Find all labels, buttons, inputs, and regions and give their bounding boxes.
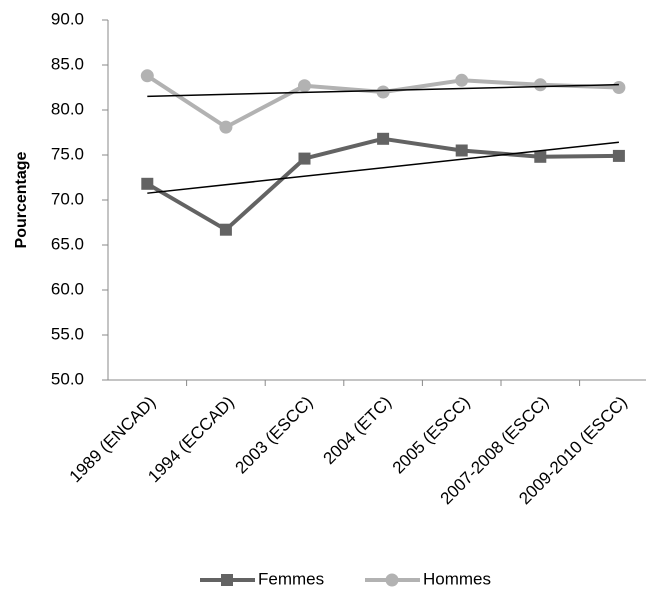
marker (612, 149, 625, 162)
trendline (147, 141, 619, 194)
legend-marker (385, 573, 399, 587)
marker (219, 120, 233, 134)
legend-label: Femmes (258, 569, 324, 588)
series-line (146, 136, 619, 232)
y-tick-label: 90.0 (51, 9, 84, 28)
marker (533, 78, 547, 92)
legend-marker (221, 574, 233, 586)
marker (455, 144, 468, 157)
legend-label: Hommes (423, 569, 491, 588)
series-line (146, 74, 619, 130)
y-axis-title: Pourcentage (13, 151, 30, 248)
x-tick-label: 2005 (ESCC) (389, 393, 474, 478)
marker (455, 73, 469, 87)
marker (376, 85, 390, 99)
y-tick-label: 65.0 (51, 234, 84, 253)
marker (140, 69, 154, 83)
y-tick-label: 60.0 (51, 279, 84, 298)
trendline (147, 83, 619, 98)
y-tick-label: 50.0 (51, 369, 84, 388)
y-tick-label: 85.0 (51, 54, 84, 73)
x-tick-label: 2004 (ETC) (320, 393, 396, 469)
x-tick-label: 2003 (ESCC) (232, 393, 317, 478)
y-tick-label: 70.0 (51, 189, 84, 208)
marker (141, 177, 154, 190)
y-tick-label: 75.0 (51, 144, 84, 163)
marker (298, 79, 311, 93)
marker (219, 223, 232, 236)
y-tick-label: 80.0 (51, 99, 84, 118)
marker (298, 152, 311, 165)
marker (612, 81, 626, 94)
marker (534, 150, 547, 163)
y-tick-label: 55.0 (51, 324, 84, 343)
marker (377, 132, 390, 145)
